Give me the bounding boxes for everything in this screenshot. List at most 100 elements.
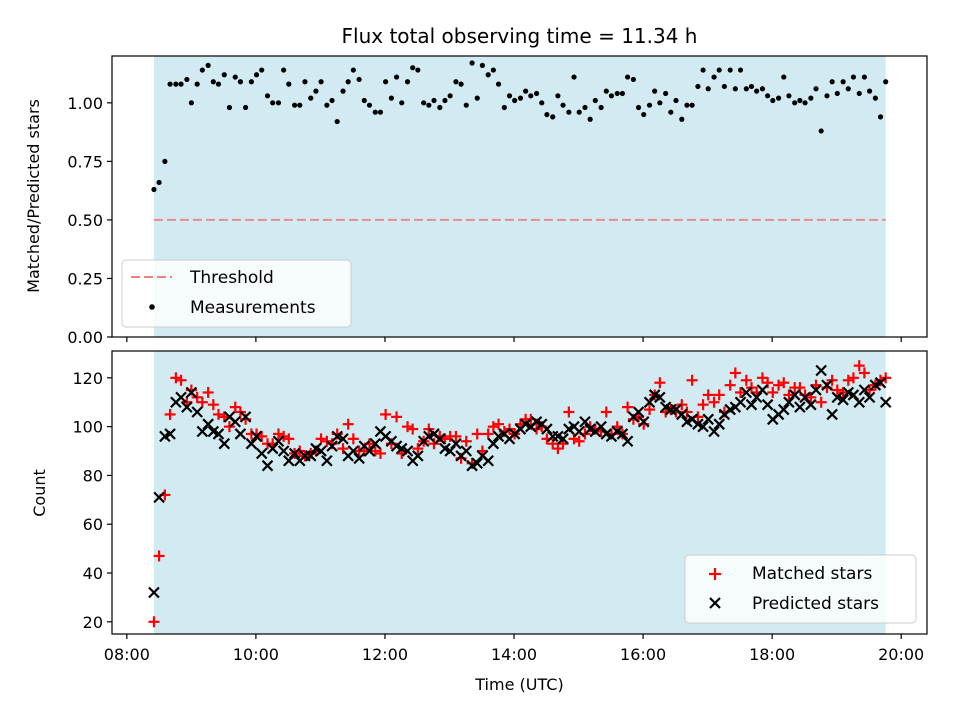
measurement-point — [619, 90, 626, 97]
matched-star-point — [708, 396, 720, 408]
legend-matched-swatch — [709, 568, 721, 580]
measurement-point — [313, 88, 319, 94]
bottom-legend: Matched stars Predicted stars — [684, 554, 917, 624]
predicted-star-point — [288, 447, 301, 460]
matched-star-point — [697, 399, 709, 411]
predicted-star-point — [450, 437, 462, 450]
measurement-point — [210, 79, 216, 85]
x-tick-label: 18:00 — [749, 645, 795, 664]
measurement-point — [614, 90, 620, 97]
measurement-point — [566, 109, 572, 115]
measurement-point — [668, 109, 674, 115]
chart-title: Flux total observing time = 11.34 h — [342, 24, 698, 48]
predicted-star-point — [621, 435, 634, 448]
predicted-star-point — [153, 491, 165, 504]
matched-star-point — [842, 374, 854, 386]
measurement-point — [737, 67, 744, 73]
predicted-star-point — [579, 415, 591, 428]
predicted-star-point — [229, 415, 242, 428]
matched-star-point — [773, 379, 785, 391]
matched-star-point — [191, 391, 203, 403]
measurement-point — [275, 100, 282, 106]
bottom-y-tick-label: 120 — [72, 369, 103, 388]
measurement-point — [226, 104, 233, 111]
matched-star-point — [164, 408, 176, 420]
measurement-point — [356, 76, 362, 83]
measurement-point — [775, 95, 782, 101]
matched-star-point — [573, 435, 585, 447]
matched-star-point — [423, 423, 435, 435]
predicted-star-point — [331, 430, 343, 443]
measurement-point — [162, 158, 168, 164]
predicted-star-point — [212, 428, 225, 440]
predicted-star-point — [255, 447, 268, 460]
predicted-star-point — [713, 418, 725, 430]
measurement-point — [840, 79, 846, 85]
measurement-point — [652, 88, 658, 94]
measurement-point — [727, 67, 733, 73]
legend-predicted-label: Predicted stars — [752, 594, 879, 614]
measurement-point — [184, 76, 190, 83]
predicted-star-point — [326, 440, 338, 452]
measurement-point — [792, 100, 798, 106]
measurement-point — [657, 100, 663, 106]
matched-star-point — [347, 433, 359, 445]
measurement-point — [259, 67, 265, 73]
predicted-star-point — [277, 445, 290, 457]
measurement-point — [421, 100, 427, 106]
predicted-star-point — [815, 364, 827, 377]
measurement-point — [173, 81, 179, 87]
matched-star-point — [412, 443, 424, 455]
measurement-point — [232, 74, 238, 80]
measurement-point — [388, 95, 395, 101]
measurement-point — [350, 67, 356, 73]
predicted-star-point — [837, 394, 849, 406]
measurement-point — [512, 97, 518, 104]
measurement-point — [883, 79, 889, 85]
matched-star-point — [831, 384, 843, 396]
top-x-ticks — [126, 337, 902, 342]
measurement-point — [630, 76, 636, 83]
bottom-legend-box — [684, 554, 917, 624]
measurement-point — [754, 88, 760, 94]
measurement-point — [781, 74, 787, 80]
measurement-point — [534, 90, 540, 97]
measurement-point — [361, 97, 367, 104]
measurement-point — [829, 79, 835, 85]
measurement-point — [404, 79, 411, 85]
measurement-point — [479, 62, 485, 68]
measurement-point — [587, 116, 593, 122]
matched-star-point — [729, 367, 741, 379]
predicted-star-point — [810, 384, 822, 396]
measurement-point — [824, 93, 830, 99]
measurement-point — [592, 97, 598, 104]
legend-measurements-label: Measurements — [190, 298, 316, 318]
predicted-star-point — [858, 384, 871, 396]
predicted-star-point — [487, 437, 500, 450]
matched-star-point — [272, 428, 284, 440]
bottom-panel: 20 40 60 80 100 120 08:00 10:00 12:00 14:00 16:00… — [30, 350, 928, 694]
measurement-point — [188, 100, 194, 106]
matched-star-point — [153, 550, 165, 562]
predicted-star-point — [250, 430, 263, 443]
matched-star-point — [745, 382, 757, 394]
matched-star-point — [724, 379, 736, 391]
predicted-star-point — [337, 433, 349, 445]
top-y-tick-label: 1.00 — [67, 94, 103, 113]
measurement-point — [199, 67, 205, 73]
bottom-y-tick-label: 20 — [83, 613, 103, 632]
matched-star-point — [342, 418, 354, 430]
measurement-point — [759, 86, 766, 92]
measurement-point — [679, 116, 685, 122]
measurement-point — [431, 97, 437, 104]
measurement-point — [603, 88, 609, 94]
measurement-point — [410, 65, 416, 71]
matched-star-point — [148, 616, 160, 628]
measurement-point — [215, 81, 222, 87]
measurement-point — [399, 100, 405, 106]
measurement-point — [834, 90, 840, 97]
matched-star-point — [450, 430, 462, 442]
measurement-point — [426, 102, 432, 108]
bottom-plot-frame — [111, 350, 928, 635]
